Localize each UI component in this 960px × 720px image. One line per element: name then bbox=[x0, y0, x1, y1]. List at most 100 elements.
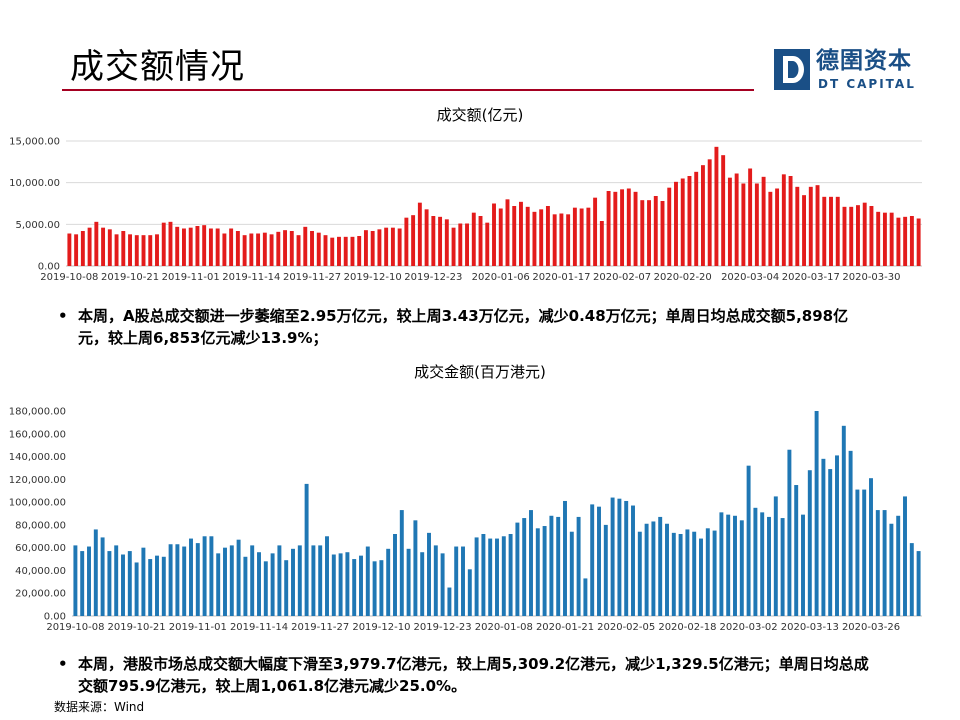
bar bbox=[829, 196, 833, 266]
bar bbox=[519, 201, 523, 266]
bar bbox=[794, 485, 799, 616]
bar bbox=[458, 223, 463, 266]
y-tick-label: 0.00 bbox=[38, 262, 60, 273]
brand-logo: 德圉资本 DT CAPITAL bbox=[774, 48, 924, 94]
x-tick-label: 2020-01-21 bbox=[536, 622, 594, 633]
bar bbox=[128, 234, 132, 266]
bar bbox=[372, 561, 377, 616]
bar bbox=[195, 543, 200, 616]
bar bbox=[841, 425, 846, 616]
bar bbox=[148, 559, 153, 616]
x-tick-label: 2020-03-26 bbox=[842, 622, 900, 633]
bar bbox=[889, 212, 894, 266]
bar bbox=[155, 234, 159, 266]
bar bbox=[215, 228, 220, 266]
bar bbox=[909, 216, 914, 266]
bar bbox=[828, 469, 833, 616]
bar bbox=[270, 553, 275, 616]
bar bbox=[478, 216, 483, 266]
bar bbox=[277, 545, 282, 616]
y-tick-label: 40,000.00 bbox=[15, 566, 66, 577]
y-tick-label: 80,000.00 bbox=[15, 520, 66, 531]
bar bbox=[821, 458, 826, 616]
bar bbox=[236, 539, 241, 616]
x-tick-label: 2019-11-01 bbox=[169, 622, 227, 633]
bar bbox=[535, 528, 540, 616]
x-tick-label: 2019-12-23 bbox=[414, 622, 472, 633]
bar bbox=[134, 562, 139, 616]
bar bbox=[235, 231, 240, 266]
bar bbox=[498, 208, 503, 266]
bar bbox=[781, 174, 786, 266]
bar bbox=[624, 500, 629, 616]
bar bbox=[637, 531, 642, 616]
bar bbox=[633, 191, 638, 266]
x-tick-label: 2020-02-05 bbox=[597, 622, 655, 633]
bar bbox=[808, 186, 813, 266]
y-tick-label: 10,000.00 bbox=[9, 178, 60, 189]
bar bbox=[606, 191, 611, 266]
bar bbox=[454, 546, 459, 616]
bar bbox=[229, 228, 234, 266]
bar bbox=[345, 552, 350, 616]
logo-text-en: DT CAPITAL bbox=[818, 77, 916, 91]
bar bbox=[889, 523, 894, 616]
bar bbox=[250, 545, 255, 616]
bar bbox=[161, 222, 166, 266]
bar bbox=[310, 231, 314, 266]
bar bbox=[734, 173, 739, 266]
bar bbox=[488, 538, 493, 616]
x-tick-label: 2020-01-08 bbox=[475, 622, 533, 633]
bar bbox=[269, 234, 274, 266]
bar bbox=[161, 556, 166, 616]
bar bbox=[512, 206, 517, 266]
bar bbox=[284, 560, 289, 616]
bar bbox=[658, 516, 663, 616]
bar bbox=[101, 227, 106, 266]
bar bbox=[665, 523, 669, 616]
bar bbox=[620, 189, 625, 266]
bar bbox=[417, 202, 422, 266]
bar bbox=[896, 515, 901, 616]
bar bbox=[87, 546, 91, 616]
x-tick-label: 2019-11-27 bbox=[291, 622, 349, 633]
bar bbox=[501, 536, 506, 616]
y-tick-label: 5,000.00 bbox=[15, 220, 60, 231]
bar bbox=[182, 546, 187, 616]
bar bbox=[566, 214, 571, 266]
title-divider bbox=[62, 89, 754, 91]
bar bbox=[699, 538, 703, 616]
bar bbox=[451, 227, 456, 266]
bar bbox=[539, 209, 544, 266]
bar bbox=[330, 237, 335, 266]
bar bbox=[687, 176, 692, 266]
bar bbox=[461, 546, 465, 616]
bar bbox=[444, 219, 449, 266]
bar bbox=[835, 196, 840, 266]
y-tick-label: 20,000.00 bbox=[15, 589, 66, 600]
bar bbox=[667, 187, 672, 266]
bar bbox=[610, 497, 615, 616]
bar bbox=[678, 534, 683, 616]
bar bbox=[876, 211, 881, 266]
bar bbox=[291, 548, 295, 616]
bar bbox=[438, 216, 443, 266]
bar bbox=[788, 176, 793, 266]
bar bbox=[903, 216, 908, 266]
x-tick-label: 2019-10-21 bbox=[101, 272, 159, 283]
bar bbox=[603, 524, 608, 616]
x-tick-label: 2019-10-21 bbox=[108, 622, 166, 633]
bar bbox=[297, 545, 302, 616]
bar bbox=[674, 181, 678, 266]
bar bbox=[141, 235, 146, 266]
bar bbox=[168, 221, 173, 266]
bar bbox=[617, 498, 622, 616]
bar bbox=[471, 212, 476, 266]
bar bbox=[694, 171, 699, 266]
x-tick-label: 2019-11-14 bbox=[230, 622, 288, 633]
bar bbox=[467, 569, 472, 616]
bar bbox=[359, 555, 363, 616]
bar bbox=[100, 537, 105, 616]
bar bbox=[379, 560, 384, 616]
y-tick-label: 100,000.00 bbox=[9, 498, 66, 509]
